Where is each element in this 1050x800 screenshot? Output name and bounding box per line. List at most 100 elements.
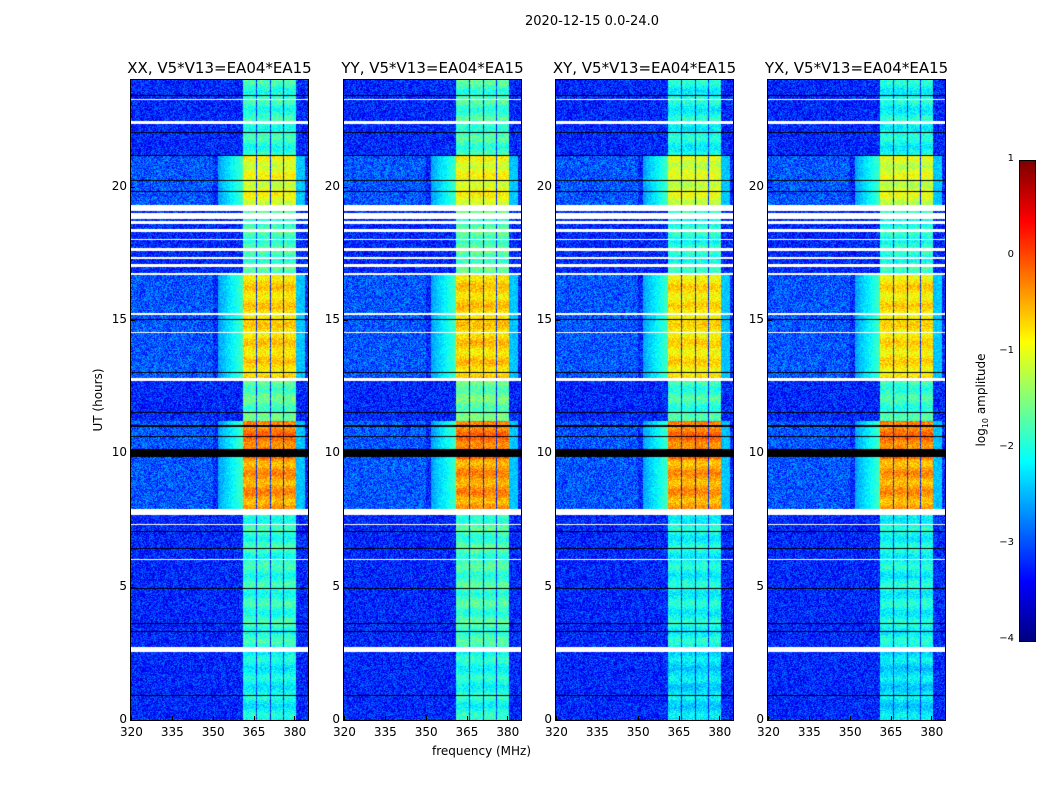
x-tick-mark: [596, 716, 598, 720]
waterfall-panel: [130, 79, 309, 721]
y-tick-label: 10: [536, 445, 552, 460]
x-tick-mark: [507, 716, 509, 720]
x-tick-label: 335: [797, 725, 821, 739]
colorbar-tick-label: −4: [999, 633, 1014, 644]
y-tick-label: 0: [119, 712, 127, 726]
waterfall-panel: [555, 79, 734, 721]
colorbar-tick-label: −3: [999, 537, 1014, 548]
y-tick-label: 20: [536, 178, 552, 193]
y-tick-mark: [344, 453, 348, 455]
y-tick-mark: [556, 186, 560, 188]
waterfall-heatmap: [344, 80, 521, 720]
y-tick-label: 5: [544, 578, 552, 593]
y-tick-label: 10: [748, 445, 764, 460]
x-tick-mark: [171, 716, 173, 720]
x-tick-label: 380: [283, 725, 307, 739]
x-tick-label: 365: [667, 725, 691, 739]
x-tick-label: 380: [708, 725, 732, 739]
y-tick-mark: [768, 320, 772, 321]
x-tick-mark: [890, 716, 892, 720]
figure-title: 2020-12-15 0.0-24.0: [525, 14, 659, 29]
x-tick-label: 365: [879, 725, 903, 739]
y-tick-label: 15: [536, 312, 552, 326]
y-tick-mark: [556, 586, 560, 588]
y-tick-label: 15: [111, 312, 127, 326]
x-tick-mark: [678, 716, 680, 720]
y-tick-mark: [131, 320, 135, 321]
x-tick-label: 320: [545, 725, 568, 739]
x-tick-label: 320: [120, 725, 143, 739]
colorbar-tick-label: −1: [999, 345, 1014, 356]
y-tick-mark: [556, 320, 560, 321]
y-tick-label: 0: [756, 712, 764, 726]
y-tick-mark: [131, 720, 135, 721]
x-tick-mark: [425, 716, 427, 720]
x-tick-label: 320: [757, 725, 780, 739]
colorbar-tick-label: 0: [1007, 249, 1014, 260]
x-tick-mark: [808, 716, 810, 720]
y-tick-label: 10: [324, 445, 340, 460]
colorbar-tick-label: 1: [1007, 153, 1014, 164]
y-tick-mark: [344, 586, 348, 588]
waterfall-heatmap: [768, 80, 945, 720]
x-tick-label: 350: [626, 725, 650, 739]
y-axis-label: UT (hours): [91, 368, 105, 432]
y-tick-label: 20: [748, 178, 764, 193]
x-tick-label: 335: [373, 725, 397, 739]
y-tick-label: 5: [119, 578, 127, 593]
x-tick-mark: [931, 716, 933, 720]
waterfall-panel: [767, 79, 946, 721]
x-tick-label: 350: [838, 725, 862, 739]
x-tick-mark: [466, 716, 468, 720]
x-tick-mark: [212, 716, 214, 720]
y-tick-label: 0: [544, 712, 552, 726]
x-tick-label: 365: [242, 725, 266, 739]
x-tick-mark: [637, 716, 639, 720]
x-tick-label: 380: [496, 725, 520, 739]
y-tick-mark: [131, 186, 135, 188]
x-tick-label: 350: [414, 725, 438, 739]
y-tick-label: 0: [332, 712, 340, 726]
x-tick-mark: [556, 716, 557, 720]
y-tick-label: 20: [111, 178, 127, 193]
x-tick-mark: [768, 716, 769, 720]
panel-title: YY, V5*V13=EA04*EA15: [341, 59, 524, 77]
y-tick-label: 15: [748, 312, 764, 326]
y-tick-label: 5: [756, 578, 764, 593]
x-tick-label: 365: [455, 725, 479, 739]
y-tick-mark: [768, 186, 772, 188]
y-tick-label: 10: [111, 445, 127, 460]
x-tick-mark: [849, 716, 851, 720]
colorbar: [1019, 160, 1036, 642]
y-tick-mark: [344, 720, 348, 721]
y-tick-mark: [344, 186, 348, 188]
y-tick-mark: [131, 586, 135, 588]
waterfall-panel: [343, 79, 522, 721]
panel-title: XX, V5*V13=EA04*EA15: [127, 59, 312, 77]
panel-title: YX, V5*V13=EA04*EA15: [764, 59, 949, 77]
x-axis-label: frequency (MHz): [432, 744, 532, 758]
y-tick-mark: [768, 453, 772, 455]
y-tick-mark: [131, 453, 135, 455]
y-tick-mark: [556, 453, 560, 455]
y-tick-mark: [768, 586, 772, 588]
x-tick-mark: [719, 716, 721, 720]
y-tick-mark: [344, 320, 348, 321]
y-tick-mark: [556, 720, 560, 721]
colorbar-tick-label: −2: [999, 441, 1014, 452]
panel-title: XY, V5*V13=EA04*EA15: [552, 59, 737, 77]
x-tick-label: 350: [201, 725, 225, 739]
x-tick-mark: [344, 716, 345, 720]
y-tick-label: 15: [324, 312, 340, 326]
x-tick-mark: [294, 716, 296, 720]
waterfall-heatmap: [131, 80, 308, 720]
x-tick-label: 335: [160, 725, 184, 739]
colorbar-label: log10 amplitude: [973, 353, 991, 447]
waterfall-heatmap: [556, 80, 733, 720]
x-tick-mark: [384, 716, 386, 720]
y-tick-mark: [768, 720, 772, 721]
x-tick-label: 320: [333, 725, 356, 739]
x-tick-label: 380: [920, 725, 944, 739]
y-tick-label: 5: [332, 578, 340, 593]
